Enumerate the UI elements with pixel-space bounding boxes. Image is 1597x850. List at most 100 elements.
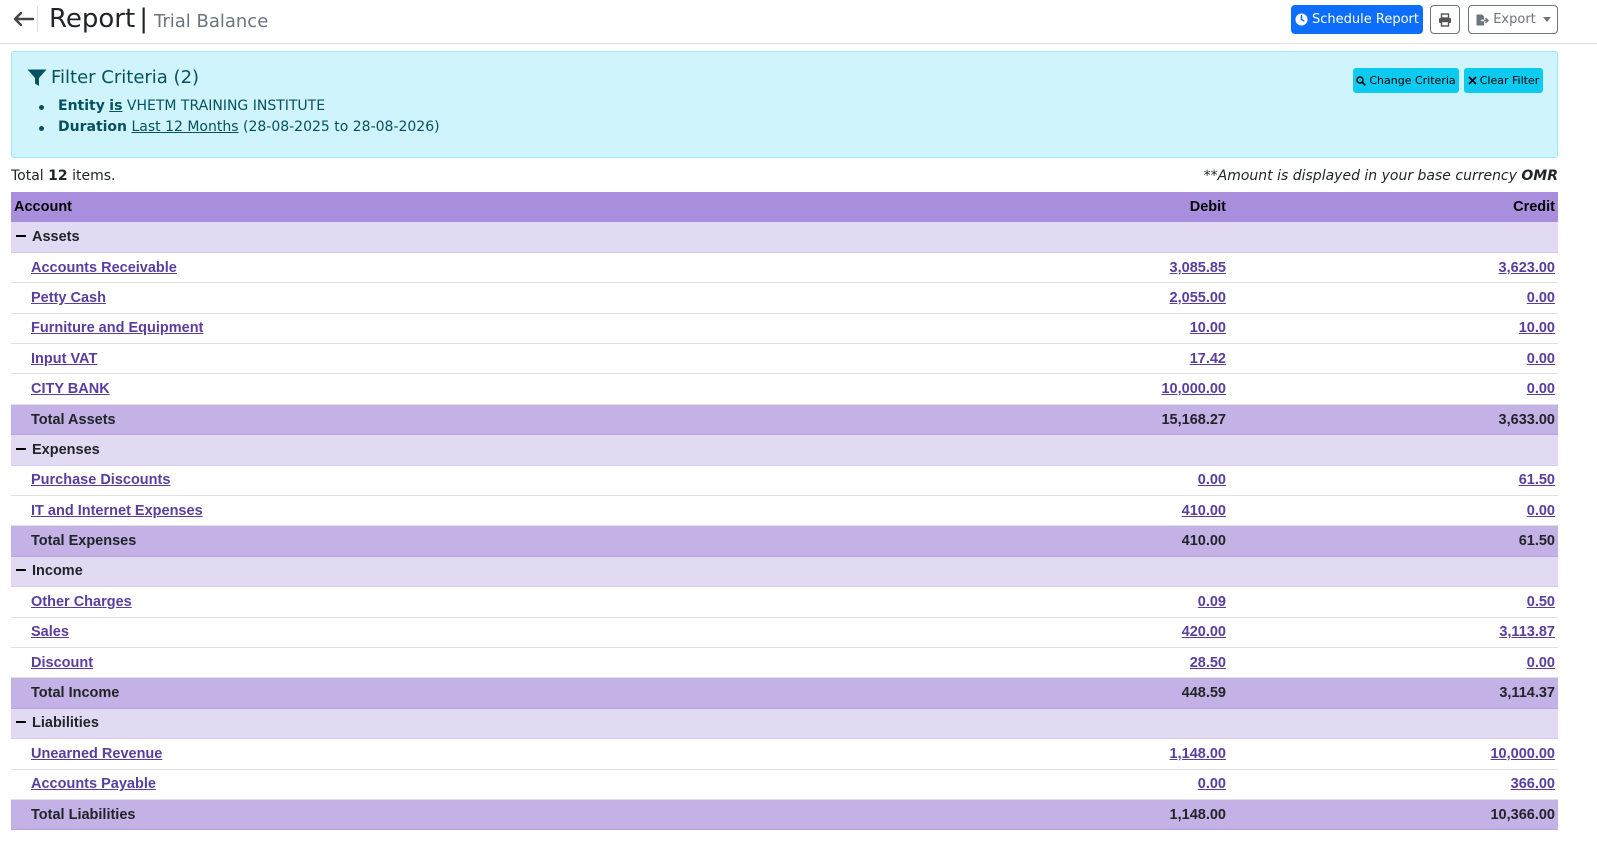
minus-icon[interactable] xyxy=(16,569,26,572)
title-separator: | xyxy=(139,4,148,34)
page-header: Report | Trial Balance Schedule Report Exp… xyxy=(0,0,1597,44)
total-prefix: Total xyxy=(11,168,44,184)
filter-criteria-list: Entity is VHETM TRAINING INSTITUTE Durat… xyxy=(39,98,440,140)
debit-link[interactable]: 28.50 xyxy=(1189,654,1226,671)
total-row-liabilities: Total Liabilities 1,148.00 10,366.00 xyxy=(11,799,1558,831)
group-row-expenses[interactable]: Expenses xyxy=(11,434,1558,466)
total-items: Total 12 items. xyxy=(11,168,115,184)
debit-link[interactable]: 10.00 xyxy=(1189,320,1226,337)
filter-criteria-heading: Filter Criteria (2) xyxy=(51,67,200,88)
debit-link[interactable]: 3,085.85 xyxy=(1169,259,1226,276)
account-link[interactable]: Accounts Payable xyxy=(31,776,156,793)
back-button[interactable] xyxy=(10,6,38,32)
filter-duration: Duration Last 12 Months (28-08-2025 to 2… xyxy=(39,119,440,135)
debit-link[interactable]: 17.42 xyxy=(1189,350,1226,367)
group-row-assets[interactable]: Assets xyxy=(11,222,1558,253)
account-link[interactable]: Furniture and Equipment xyxy=(31,320,204,337)
export-dropdown[interactable]: Export xyxy=(1468,5,1558,34)
group-header: Assets xyxy=(11,222,1558,253)
currency-note-text: **Amount is displayed in your base curre… xyxy=(1203,168,1517,184)
account-link[interactable]: Sales xyxy=(31,624,69,641)
account-link[interactable]: Unearned Revenue xyxy=(31,745,163,762)
debit-link[interactable]: 1,148.00 xyxy=(1169,745,1226,762)
group-row-liabilities[interactable]: Liabilities xyxy=(11,708,1558,740)
table-row: Input VAT 17.42 0.00 xyxy=(11,343,1558,375)
search-icon xyxy=(1356,75,1367,86)
credit-link[interactable]: 366.00 xyxy=(1510,776,1555,793)
account-link[interactable]: Purchase Discounts xyxy=(31,472,171,489)
group-header: Income xyxy=(11,556,1558,588)
total-suffix: items. xyxy=(72,168,116,184)
minus-icon[interactable] xyxy=(16,721,26,724)
total-count: 12 xyxy=(48,168,68,184)
base-currency: OMR xyxy=(1521,168,1558,184)
group-name: Assets xyxy=(32,228,80,245)
filter-entity-operator[interactable]: is xyxy=(109,98,123,114)
page-title-text: Report xyxy=(49,4,136,34)
credit-link[interactable]: 0.00 xyxy=(1526,289,1555,306)
credit-link[interactable]: 3,623.00 xyxy=(1498,259,1555,276)
total-label: Total Liabilities xyxy=(11,799,911,831)
filter-entity: Entity is VHETM TRAINING INSTITUTE xyxy=(39,98,440,114)
group-row-income[interactable]: Income xyxy=(11,556,1558,588)
credit-link[interactable]: 0.00 xyxy=(1526,502,1555,519)
debit-link[interactable]: 410.00 xyxy=(1181,502,1226,519)
group-name: Liabilities xyxy=(32,715,99,732)
debit-link[interactable]: 0.09 xyxy=(1197,593,1226,610)
account-link[interactable]: Discount xyxy=(31,654,94,671)
filter-duration-range: (28-08-2025 to 28-08-2026) xyxy=(242,119,440,135)
credit-link[interactable]: 3,113.87 xyxy=(1499,624,1555,641)
debit-link[interactable]: 2,055.00 xyxy=(1169,289,1226,306)
account-link[interactable]: Other Charges xyxy=(31,593,132,610)
filter-icon xyxy=(27,69,47,86)
clear-filter-button[interactable]: Clear Filter xyxy=(1464,68,1543,93)
export-icon xyxy=(1476,14,1490,25)
minus-icon[interactable] xyxy=(16,234,26,237)
credit-link[interactable]: 0.00 xyxy=(1526,350,1555,367)
currency-note: **Amount is displayed in your base curre… xyxy=(1204,168,1558,184)
group-header: Expenses xyxy=(11,434,1558,466)
column-header-account: Account xyxy=(11,192,911,222)
filter-entity-value: VHETM TRAINING INSTITUTE xyxy=(126,98,326,114)
minus-icon[interactable] xyxy=(16,447,26,450)
table-row: Discount 28.50 0.00 xyxy=(11,647,1558,679)
change-criteria-button[interactable]: Change Criteria xyxy=(1353,68,1459,93)
filter-duration-label: Duration xyxy=(58,119,128,135)
schedule-report-label: Schedule Report xyxy=(1312,12,1419,27)
credit-link[interactable]: 10.00 xyxy=(1518,320,1555,337)
table-row: CITY BANK 10,000.00 0.00 xyxy=(11,373,1558,405)
schedule-report-button[interactable]: Schedule Report xyxy=(1291,5,1423,34)
credit-link[interactable]: 0.50 xyxy=(1526,593,1555,610)
column-header-credit: Credit xyxy=(1229,192,1558,222)
account-link[interactable]: Input VAT xyxy=(31,350,98,367)
credit-link[interactable]: 0.00 xyxy=(1526,381,1555,398)
arrow-left-icon xyxy=(13,11,34,27)
table-header-row: Account Debit Credit xyxy=(11,192,1558,222)
total-label: Total Expenses xyxy=(11,525,911,557)
debit-link[interactable]: 0.00 xyxy=(1197,472,1226,489)
credit-link[interactable]: 61.50 xyxy=(1518,472,1555,489)
credit-link[interactable]: 10,000.00 xyxy=(1490,745,1555,762)
account-link[interactable]: CITY BANK xyxy=(31,381,110,398)
debit-link[interactable]: 0.00 xyxy=(1197,776,1226,793)
export-label: Export xyxy=(1493,12,1536,27)
total-debit: 448.59 xyxy=(911,677,1229,709)
trial-balance-table: Account Debit Credit Assets Accounts Rec… xyxy=(11,192,1558,831)
total-row-income: Total Income 448.59 3,114.37 xyxy=(11,677,1558,709)
close-icon xyxy=(1468,76,1477,85)
credit-link[interactable]: 0.00 xyxy=(1526,654,1555,671)
filter-duration-value[interactable]: Last 12 Months xyxy=(131,119,239,135)
account-link[interactable]: Accounts Receivable xyxy=(31,259,177,276)
total-debit: 1,148.00 xyxy=(911,799,1229,831)
debit-link[interactable]: 10,000.00 xyxy=(1161,381,1226,398)
filter-criteria-panel: Filter Criteria (2) Entity is VHETM TRAI… xyxy=(11,51,1558,158)
account-link[interactable]: IT and Internet Expenses xyxy=(31,502,203,519)
account-link[interactable]: Petty Cash xyxy=(31,289,106,306)
print-button[interactable] xyxy=(1430,5,1460,34)
table-row: IT and Internet Expenses 410.00 0.00 xyxy=(11,495,1558,527)
group-name: Expenses xyxy=(32,441,100,458)
table-row: Unearned Revenue 1,148.00 10,000.00 xyxy=(11,738,1558,770)
debit-link[interactable]: 420.00 xyxy=(1181,624,1226,641)
column-header-debit: Debit xyxy=(911,192,1229,222)
change-criteria-label: Change Criteria xyxy=(1369,74,1456,87)
